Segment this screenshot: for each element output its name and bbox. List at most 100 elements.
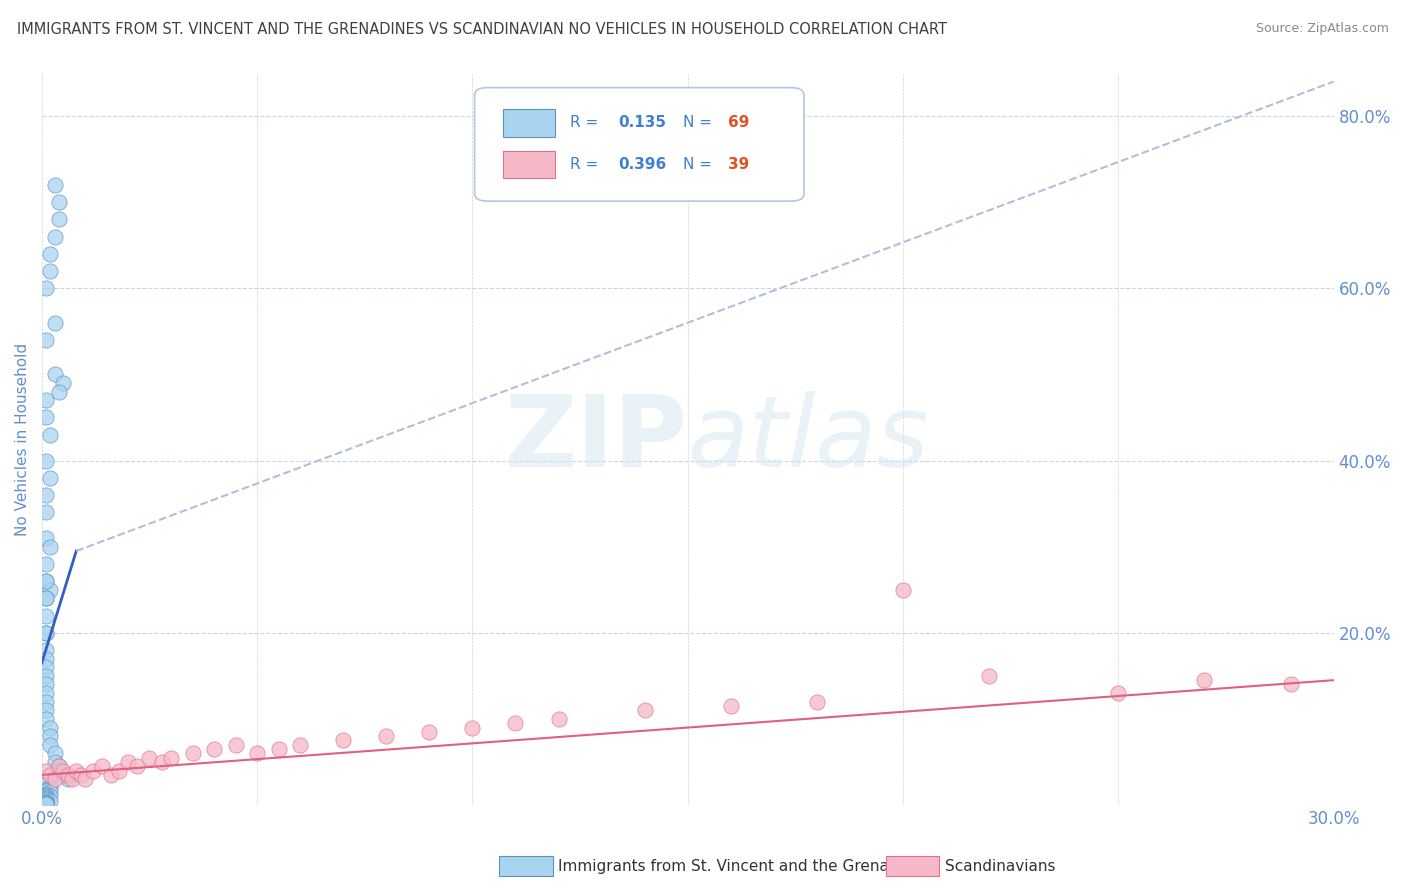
Point — [44, 772, 66, 787]
Point — [35, 797, 58, 811]
Point — [418, 724, 440, 739]
Point — [35, 651, 58, 665]
FancyBboxPatch shape — [475, 87, 804, 201]
Point — [35, 793, 58, 807]
Point — [48, 195, 70, 210]
Point — [35, 574, 58, 589]
Text: Source: ZipAtlas.com: Source: ZipAtlas.com — [1256, 22, 1389, 36]
Point — [35, 453, 58, 467]
Point — [35, 797, 58, 812]
Point — [39, 582, 62, 597]
Point — [267, 742, 290, 756]
Point — [60, 772, 83, 787]
Text: N =: N = — [682, 115, 717, 130]
Point — [720, 699, 742, 714]
Point — [891, 582, 914, 597]
Point — [48, 764, 70, 778]
Point — [246, 747, 269, 761]
Point — [160, 750, 183, 764]
Text: 39: 39 — [728, 157, 749, 172]
Point — [35, 797, 58, 812]
Point — [35, 660, 58, 674]
Point — [52, 764, 75, 778]
Point — [35, 686, 58, 700]
Point — [125, 759, 148, 773]
Point — [91, 759, 114, 773]
Point — [35, 677, 58, 691]
Point — [100, 768, 122, 782]
Point — [44, 178, 66, 192]
Point — [461, 721, 484, 735]
Point — [44, 747, 66, 761]
Point — [35, 333, 58, 347]
Point — [138, 750, 160, 764]
Point — [35, 791, 58, 805]
Point — [39, 247, 62, 261]
Point — [181, 747, 204, 761]
FancyBboxPatch shape — [503, 151, 554, 178]
Point — [332, 733, 354, 747]
Point — [108, 764, 131, 778]
Point — [35, 410, 58, 425]
Point — [48, 384, 70, 399]
Point — [39, 780, 62, 795]
Point — [52, 768, 75, 782]
Point — [35, 591, 58, 606]
Point — [35, 703, 58, 717]
Point — [35, 531, 58, 545]
Point — [39, 427, 62, 442]
Point — [44, 368, 66, 382]
Point — [35, 796, 58, 810]
Point — [35, 797, 58, 812]
Point — [35, 488, 58, 502]
Text: 0.135: 0.135 — [619, 115, 666, 130]
Point — [202, 742, 225, 756]
Point — [48, 759, 70, 773]
Point — [35, 776, 58, 790]
Point — [65, 764, 87, 778]
Text: 0.396: 0.396 — [619, 157, 666, 172]
Point — [35, 789, 58, 804]
Point — [39, 738, 62, 752]
Point — [375, 729, 398, 743]
FancyBboxPatch shape — [503, 109, 554, 136]
Text: atlas: atlas — [688, 391, 929, 488]
Point — [225, 738, 247, 752]
Point — [44, 755, 66, 769]
Point — [35, 790, 58, 805]
Point — [56, 772, 79, 787]
Point — [35, 574, 58, 589]
Point — [48, 759, 70, 773]
Point — [35, 712, 58, 726]
Point — [1107, 686, 1129, 700]
Point — [35, 669, 58, 683]
Y-axis label: No Vehicles in Household: No Vehicles in Household — [15, 343, 30, 535]
Text: Immigrants from St. Vincent and the Grenadines: Immigrants from St. Vincent and the Gren… — [558, 859, 931, 873]
Point — [52, 376, 75, 390]
Point — [56, 768, 79, 782]
Point — [35, 591, 58, 606]
Point — [35, 792, 58, 806]
Point — [73, 772, 96, 787]
Point — [806, 695, 828, 709]
Point — [288, 738, 311, 752]
Text: 69: 69 — [728, 115, 749, 130]
Point — [35, 281, 58, 295]
Point — [35, 782, 58, 797]
Point — [1194, 673, 1216, 688]
Text: R =: R = — [571, 157, 603, 172]
Text: R =: R = — [571, 115, 603, 130]
Text: IMMIGRANTS FROM ST. VINCENT AND THE GRENADINES VS SCANDINAVIAN NO VEHICLES IN HO: IMMIGRANTS FROM ST. VINCENT AND THE GREN… — [17, 22, 946, 37]
Point — [35, 505, 58, 519]
Point — [547, 712, 569, 726]
Point — [35, 784, 58, 798]
Point — [39, 721, 62, 735]
Point — [35, 557, 58, 571]
Point — [39, 264, 62, 278]
Point — [117, 755, 139, 769]
Point — [505, 716, 527, 731]
Text: N =: N = — [682, 157, 717, 172]
Point — [39, 471, 62, 485]
Point — [48, 212, 70, 227]
Point — [35, 787, 58, 801]
